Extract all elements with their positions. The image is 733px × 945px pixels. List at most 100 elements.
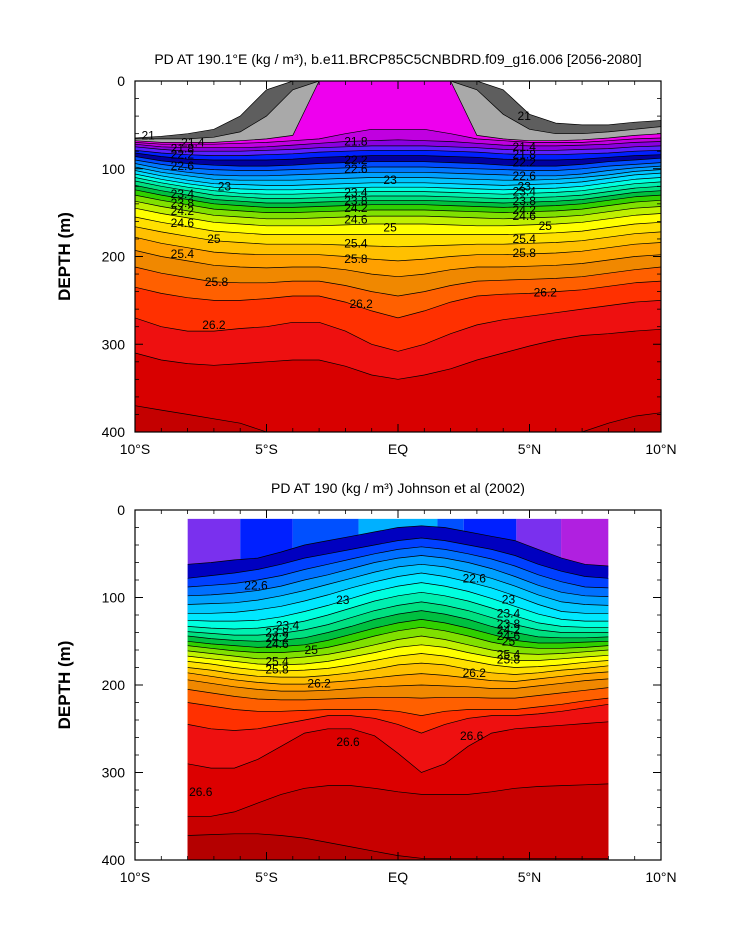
contour-line bbox=[187, 626, 609, 653]
contour-line bbox=[135, 266, 661, 297]
contour-line bbox=[187, 662, 609, 678]
contour-line bbox=[187, 610, 609, 642]
contour-label: 23 bbox=[383, 173, 397, 187]
contour-fill-layer bbox=[187, 518, 609, 860]
contour-line bbox=[135, 194, 661, 213]
contour-label: 25.8 bbox=[497, 653, 521, 667]
contour-label: 26.2 bbox=[463, 666, 487, 680]
contour-label: 23 bbox=[336, 593, 350, 607]
contour-line bbox=[135, 128, 661, 145]
contour-label: 26.6 bbox=[336, 735, 360, 749]
y-tick-label: 400 bbox=[102, 424, 126, 440]
y-axis-label: DEPTH (m) bbox=[55, 212, 74, 301]
contour-label: 25.8 bbox=[513, 246, 537, 260]
contour-band bbox=[187, 833, 609, 860]
contour-line bbox=[187, 619, 609, 648]
contour-label: 24.6 bbox=[171, 216, 195, 230]
contour-line bbox=[135, 216, 661, 235]
x-tick-label: 5°N bbox=[518, 869, 542, 885]
contour-line bbox=[135, 177, 661, 195]
contour-line bbox=[135, 405, 661, 432]
contour-label: 24.2 bbox=[265, 631, 289, 645]
contour-line bbox=[135, 328, 661, 380]
contour-label: 25 bbox=[539, 219, 553, 233]
contour-label: 26.2 bbox=[202, 318, 226, 332]
contour-label: 24.6 bbox=[497, 629, 521, 643]
contour-label: 22.2 bbox=[171, 148, 195, 162]
contour-label: 26.2 bbox=[534, 285, 558, 299]
contour-label: 21.4 bbox=[181, 135, 205, 149]
contour-line bbox=[187, 537, 609, 579]
contour-label: 22.6 bbox=[344, 162, 368, 176]
contour-line bbox=[135, 152, 661, 161]
contour-label: 24.2 bbox=[513, 203, 537, 217]
contour-line bbox=[187, 687, 609, 701]
contour-line bbox=[187, 525, 609, 567]
contour-label: 21 bbox=[518, 109, 532, 123]
contour-line bbox=[135, 163, 661, 177]
y-tick-label: 400 bbox=[102, 852, 126, 868]
x-tick-label: EQ bbox=[388, 869, 408, 885]
contour-label: 23.4 bbox=[276, 619, 300, 633]
contour-label: 21.4 bbox=[513, 140, 537, 154]
y-tick-label: 0 bbox=[117, 73, 125, 89]
contour-line bbox=[135, 189, 661, 208]
contour-fill-layer bbox=[135, 81, 661, 432]
x-tick-label: 5°S bbox=[255, 869, 278, 885]
y-tick-label: 100 bbox=[102, 590, 126, 606]
contour-line bbox=[187, 644, 609, 666]
contour-label: 25.4 bbox=[344, 236, 368, 250]
contour-line bbox=[135, 145, 661, 152]
contour-label: 22.6 bbox=[171, 159, 195, 173]
contour-label: 25.8 bbox=[344, 252, 368, 266]
contour-label: 22.6 bbox=[244, 578, 268, 592]
contour-line bbox=[187, 563, 609, 606]
contour-line bbox=[187, 697, 609, 716]
chart-title: PD AT 190 (kg / m³) Johnson et al (2002) bbox=[271, 480, 525, 496]
contour-line bbox=[187, 721, 609, 773]
x-tick-label: EQ bbox=[388, 441, 408, 457]
contour-band bbox=[135, 329, 661, 432]
contour-line bbox=[135, 185, 661, 204]
contour-line bbox=[135, 166, 661, 181]
contour-label: 24.2 bbox=[171, 204, 195, 218]
contour-line bbox=[135, 81, 661, 139]
contour-label: 23.4 bbox=[171, 187, 195, 201]
contour-panel-1: 2121.421.822.222.62323.423.824.224.62525… bbox=[55, 51, 677, 457]
contour-line bbox=[187, 555, 609, 597]
contour-line bbox=[135, 226, 661, 248]
y-tick-label: 200 bbox=[102, 677, 126, 693]
contour-label: 25.8 bbox=[205, 275, 229, 289]
contour-line bbox=[187, 703, 609, 734]
contour-label: 23.4 bbox=[497, 606, 521, 620]
contour-line bbox=[135, 180, 661, 199]
contour-label: 25.4 bbox=[497, 647, 521, 661]
contour-label: 25 bbox=[207, 232, 221, 246]
contour-label: 21 bbox=[141, 128, 155, 142]
contour-label: 26.6 bbox=[189, 785, 213, 799]
contour-label: 23 bbox=[218, 179, 232, 193]
contour-line bbox=[187, 546, 609, 589]
contour-label: 23 bbox=[502, 592, 516, 606]
contour-label: 22.2 bbox=[513, 156, 537, 170]
contour-label: 25.4 bbox=[513, 232, 537, 246]
x-tick-label: 10°N bbox=[645, 869, 676, 885]
contour-line bbox=[187, 671, 609, 685]
contour-line bbox=[135, 236, 661, 262]
contour-label: 26.6 bbox=[460, 729, 484, 743]
contour-label: 21.8 bbox=[171, 142, 195, 156]
y-axis-label: DEPTH (m) bbox=[55, 641, 74, 730]
contour-label: 25 bbox=[502, 634, 516, 648]
contour-label: 25 bbox=[383, 221, 397, 235]
contour-line bbox=[187, 678, 609, 692]
contour-line bbox=[135, 170, 661, 186]
contour-line bbox=[135, 280, 661, 319]
contour-label: 23.4 bbox=[513, 185, 537, 199]
contour-line bbox=[135, 81, 661, 143]
y-tick-label: 300 bbox=[102, 336, 126, 352]
x-tick-label: 10°S bbox=[120, 869, 151, 885]
x-tick-label: 10°S bbox=[120, 441, 151, 457]
contour-label: 23.8 bbox=[265, 626, 289, 640]
contour-line bbox=[135, 156, 661, 167]
